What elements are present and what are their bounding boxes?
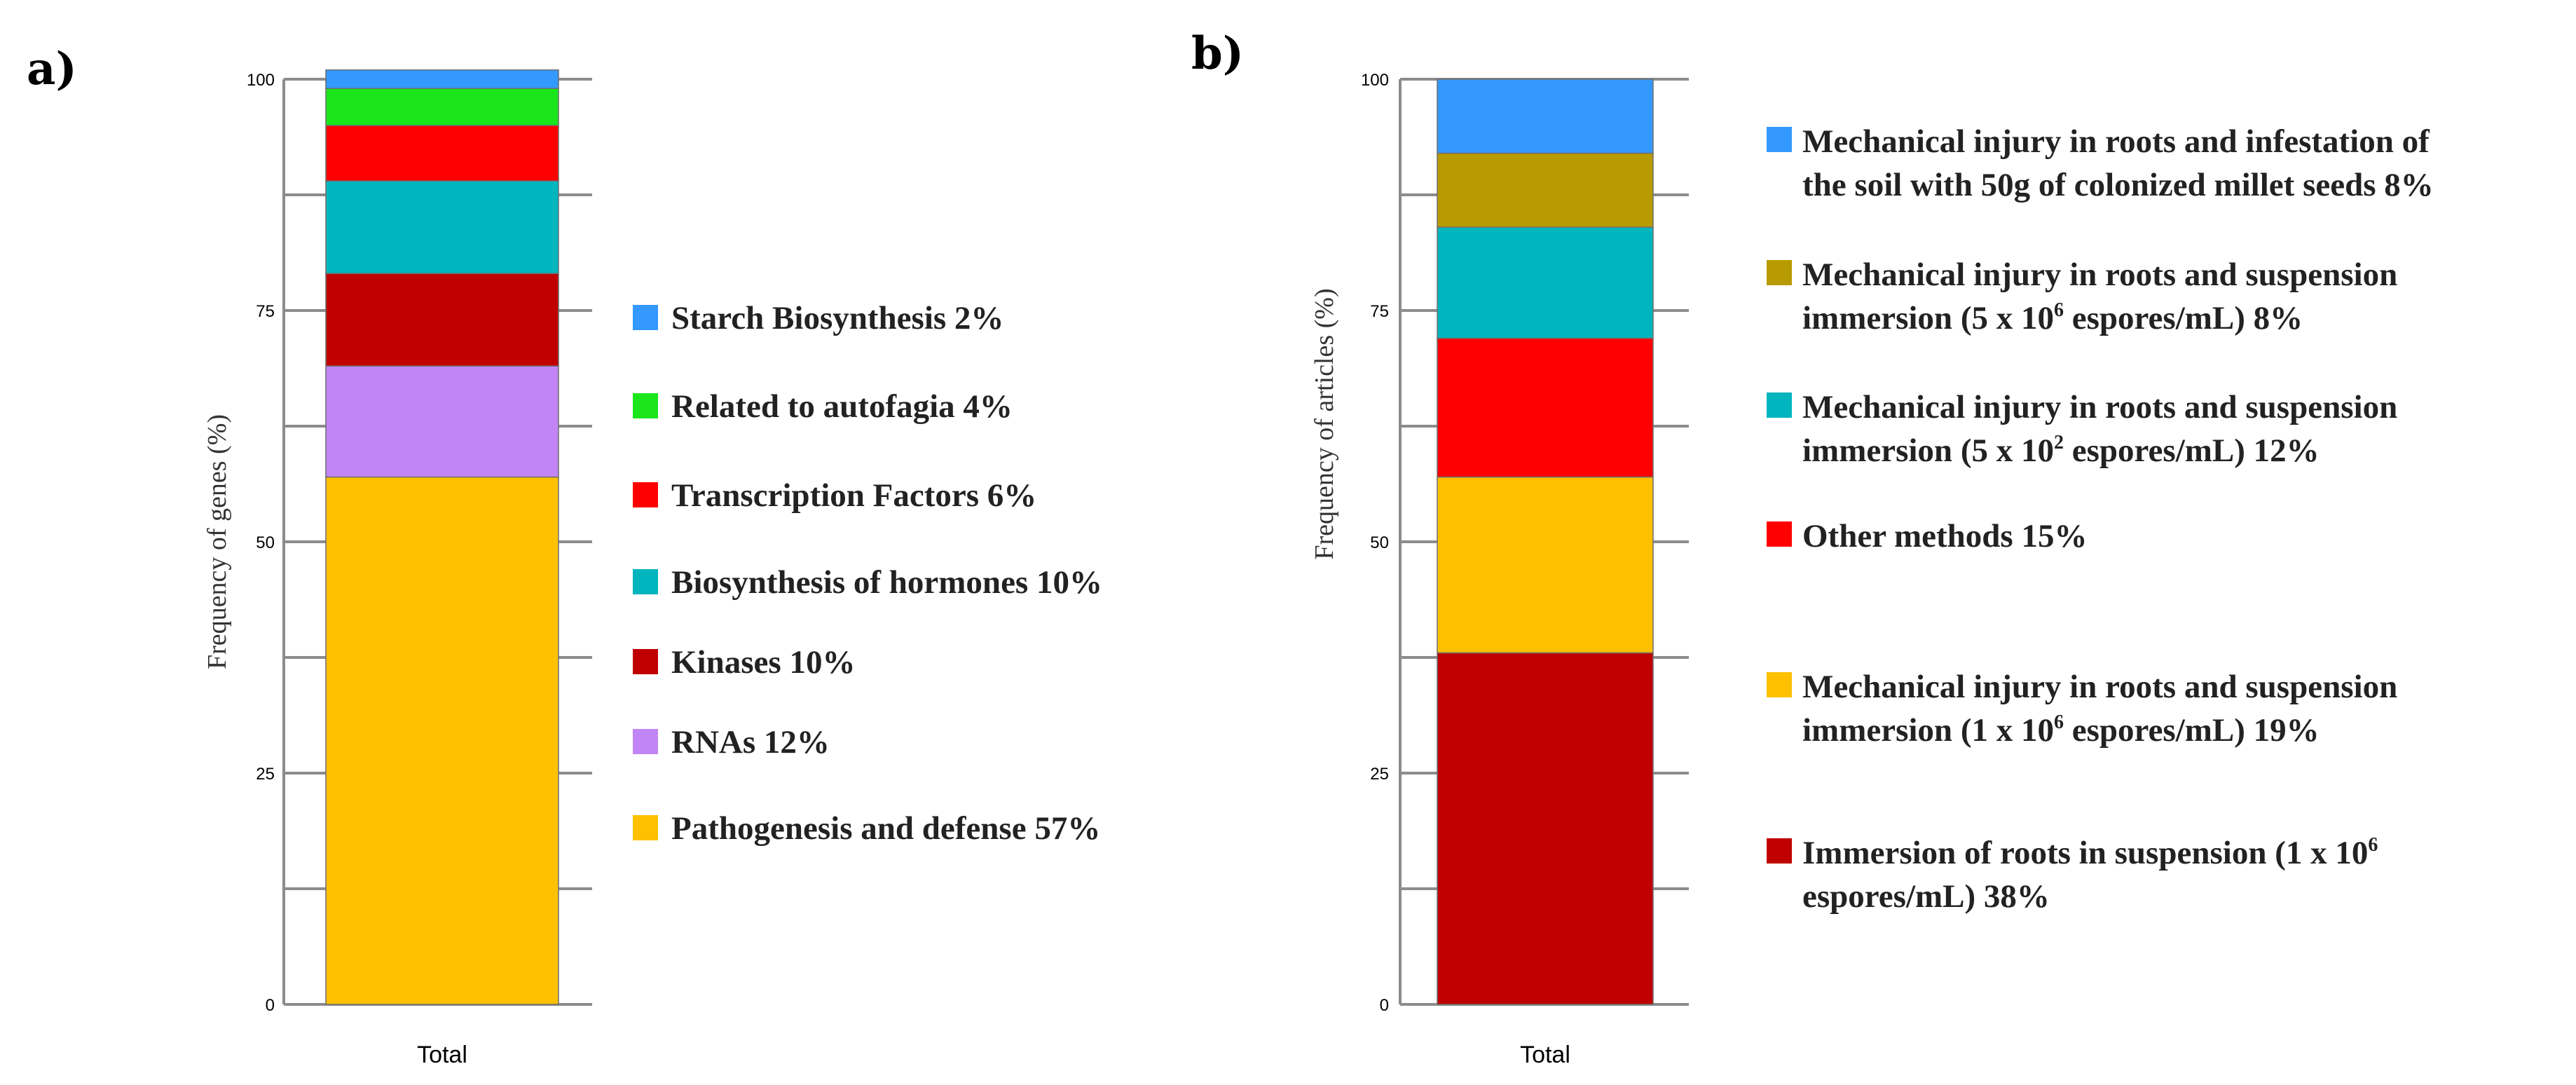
bar-segment-2 — [325, 365, 559, 478]
legend-entry: immersion (5 x 106 espores/mL) 8% — [1802, 299, 2303, 336]
legend-swatch — [633, 729, 658, 754]
legend-swatch — [633, 815, 658, 840]
legend-entry: Biosynthesis of hormones 10% — [671, 564, 1102, 601]
legend-entry: Mechanical injury in roots and suspensio… — [1802, 389, 2397, 425]
legend-swatch — [1767, 672, 1792, 697]
bar-segment-4 — [325, 180, 559, 274]
panel-b-legend: Immersion of roots in suspension (1 x 10… — [1767, 123, 2434, 915]
legend-entry: Mechanical injury in roots and suspensio… — [1802, 669, 2397, 705]
panel-a-y-axis-label: Frequency of genes (%) — [203, 414, 232, 669]
y-tick-label: 100 — [1361, 71, 1389, 90]
y-tick-label: 50 — [1370, 533, 1389, 552]
y-tick-label: 75 — [1370, 302, 1389, 321]
panel-a-bars — [325, 69, 559, 1005]
legend-swatch — [633, 482, 658, 507]
legend-entry: Mechanical injury in roots and suspensio… — [1802, 257, 2397, 293]
legend-swatch — [1767, 127, 1792, 152]
legend-swatch — [633, 569, 658, 594]
y-tick-label: 75 — [256, 302, 275, 321]
bar-segment-3 — [1437, 337, 1654, 478]
panel-b-category-label: Total — [1520, 1042, 1570, 1068]
y-tick-label: 50 — [256, 533, 275, 552]
legend-entry: espores/mL) 38% — [1802, 878, 2050, 915]
legend-entry: Pathogenesis and defense 57% — [671, 810, 1100, 847]
legend-swatch — [633, 649, 658, 674]
legend-swatch — [633, 393, 658, 418]
bar-segment-1 — [1437, 652, 1654, 1005]
legend-swatch — [633, 305, 658, 330]
bar-segment-7 — [325, 69, 559, 89]
legend-swatch — [1767, 393, 1792, 418]
bar-segment-5 — [325, 125, 559, 182]
legend-entry: Transcription Factors 6% — [671, 477, 1036, 514]
panel-a-label: a) — [27, 43, 77, 95]
bar-segment-6 — [1437, 79, 1654, 154]
y-tick-label: 100 — [247, 71, 275, 90]
panel-a-category-label: Total — [417, 1042, 467, 1068]
legend-entry: Kinases 10% — [671, 644, 855, 681]
legend-entry: Starch Biosynthesis 2% — [671, 300, 1003, 336]
y-tick-label: 25 — [256, 765, 275, 784]
legend-entry: immersion (1 x 106 espores/mL) 19% — [1802, 711, 2320, 749]
legend-swatch — [1767, 521, 1792, 547]
legend-swatch — [1767, 838, 1792, 864]
bar-segment-2 — [1437, 476, 1654, 654]
y-tick-label: 0 — [1380, 996, 1389, 1015]
legend-entry: Related to autofagia 4% — [671, 388, 1013, 425]
y-tick-label: 0 — [266, 996, 275, 1015]
panel-b-y-axis-label: Frequency of articles (%) — [1310, 288, 1339, 559]
legend-entry: Mechanical injury in roots and infestati… — [1802, 123, 2430, 160]
legend-entry: Other methods 15% — [1802, 518, 2087, 554]
panel-a-legend: Starch Biosynthesis 2% Related to autofag… — [633, 300, 1102, 847]
legend-swatch — [1767, 260, 1792, 285]
bar-segment-1 — [325, 476, 559, 1005]
y-tick-label: 25 — [1370, 765, 1389, 784]
panel-b-label: b) — [1191, 27, 1244, 80]
panel-a: a) 0 25 50 75 100 Total Frequency of genes (… — [27, 43, 1102, 1068]
legend-entry: RNAs 12% — [671, 724, 830, 760]
legend-entry: the soil with 50g of colonized millet se… — [1802, 167, 2434, 203]
bar-segment-3 — [325, 273, 559, 367]
legend-entry: Immersion of roots in suspension (1 x 10… — [1802, 834, 2378, 871]
bar-segment-4 — [1437, 226, 1654, 339]
bar-segment-5 — [1437, 152, 1654, 228]
legend-entry: immersion (5 x 102 espores/mL) 12% — [1802, 432, 2320, 469]
panel-b-bars — [1437, 79, 1654, 1005]
panel-b: b) 0 25 50 75 100 Total Frequency of article… — [1191, 27, 2434, 1068]
bar-segment-6 — [325, 88, 559, 126]
